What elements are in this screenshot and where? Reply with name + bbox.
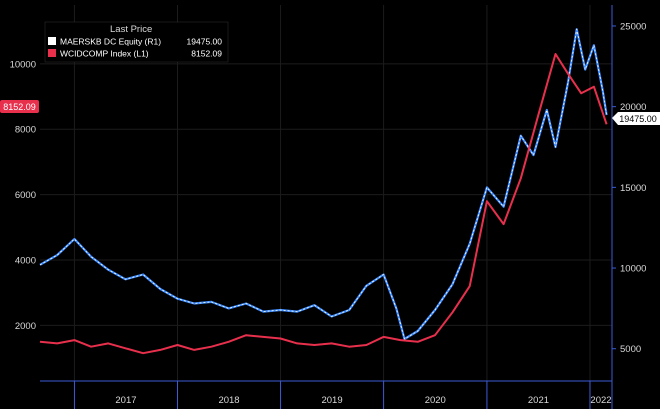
left-tick-label: 8000 bbox=[15, 125, 36, 136]
x-tick-label: 2018 bbox=[218, 395, 239, 406]
legend-box bbox=[44, 21, 229, 63]
left-tick-label: 10000 bbox=[10, 59, 36, 70]
right-axis-ticks: 5000 10000 15000 20000 25000 bbox=[612, 21, 646, 355]
left-tick-label: 4000 bbox=[15, 256, 36, 267]
x-tick-label: 2019 bbox=[321, 395, 342, 406]
right-tick-label: 10000 bbox=[620, 264, 646, 275]
gridlines bbox=[40, 5, 612, 381]
last-price-tag-right: 19475.00 bbox=[612, 112, 660, 125]
legend-header: Last Price bbox=[110, 24, 152, 35]
right-tick-label: 5000 bbox=[620, 344, 641, 355]
legend-value-wcid: 8152.09 bbox=[191, 49, 222, 59]
left-tag-value: 8152.09 bbox=[3, 102, 36, 112]
right-tag-background bbox=[612, 112, 660, 125]
legend-swatch-wcid bbox=[48, 49, 56, 57]
x-axis-ticks: 2017 2018 2019 2020 2021 2022 bbox=[73, 381, 612, 409]
last-price-tag-left: 8152.09 bbox=[0, 100, 39, 113]
right-tick-label: 25000 bbox=[620, 21, 646, 32]
left-axis-ticks: 2000 4000 6000 8000 10000 bbox=[10, 59, 36, 332]
legend: Last Price MAERSKB DC Equity (R1) 19475.… bbox=[44, 21, 229, 63]
x-tick-label: 2022 bbox=[590, 395, 611, 406]
legend-label-wcid: WCIDCOMP Index (L1) bbox=[60, 49, 149, 59]
right-tick-label: 20000 bbox=[620, 102, 646, 113]
x-tick-label: 2017 bbox=[115, 395, 136, 406]
x-tick-label: 2021 bbox=[528, 395, 549, 406]
left-tag-background bbox=[0, 100, 39, 113]
series-layer bbox=[39, 28, 608, 355]
legend-swatch-maersk bbox=[48, 37, 56, 45]
legend-label-maersk: MAERSKB DC Equity (R1) bbox=[60, 37, 161, 47]
right-tick-label: 15000 bbox=[620, 183, 646, 194]
right-tag-value: 19475.00 bbox=[619, 114, 657, 124]
left-tick-label: 2000 bbox=[15, 321, 36, 332]
left-tick-label: 6000 bbox=[15, 190, 36, 201]
x-tick-label: 2020 bbox=[425, 395, 446, 406]
legend-value-maersk: 19475.00 bbox=[187, 37, 223, 47]
